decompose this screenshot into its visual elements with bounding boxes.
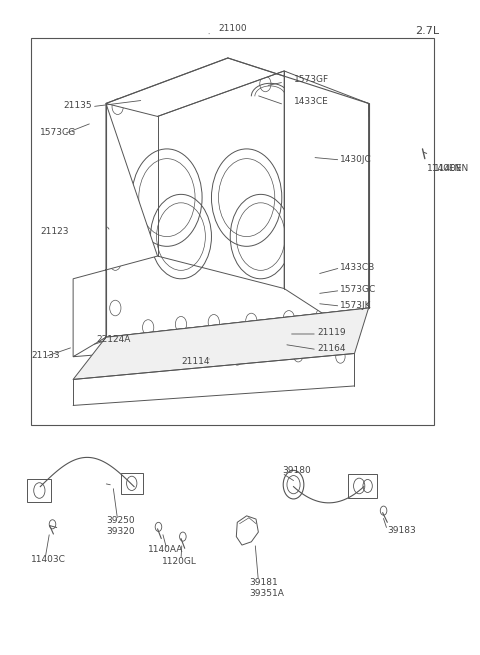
Text: 39351A: 39351A [249, 589, 284, 597]
Text: 11403C: 11403C [31, 555, 66, 564]
Text: 1573GF: 1573GF [294, 75, 329, 84]
Text: 39250: 39250 [106, 516, 134, 525]
Text: 21135: 21135 [64, 101, 92, 110]
Text: 1573GC: 1573GC [340, 286, 377, 294]
FancyBboxPatch shape [27, 479, 51, 502]
Polygon shape [73, 308, 369, 357]
Text: 1573CG: 1573CG [40, 128, 76, 137]
FancyBboxPatch shape [31, 39, 434, 425]
Polygon shape [73, 308, 369, 379]
Text: 1430JC: 1430JC [340, 155, 372, 164]
Text: 21133: 21133 [31, 351, 60, 360]
Text: 1140EN: 1140EN [427, 164, 462, 173]
FancyBboxPatch shape [121, 473, 143, 494]
Text: 21119: 21119 [317, 328, 346, 337]
Text: 39180: 39180 [282, 466, 311, 475]
Text: 1140EN: 1140EN [434, 164, 469, 173]
Text: 2.7L: 2.7L [415, 26, 439, 35]
Text: 39181: 39181 [249, 578, 278, 587]
Text: 1433CE: 1433CE [294, 97, 328, 106]
Text: 21100: 21100 [218, 24, 247, 33]
Text: 21123: 21123 [40, 227, 69, 236]
Text: 21164: 21164 [317, 345, 346, 354]
Text: 1140AA: 1140AA [148, 545, 183, 554]
Text: 39183: 39183 [387, 525, 416, 534]
FancyBboxPatch shape [348, 474, 377, 498]
Polygon shape [236, 516, 258, 545]
Text: 22124A: 22124A [96, 335, 131, 344]
Polygon shape [106, 58, 369, 117]
Text: 1573JK: 1573JK [340, 301, 372, 310]
Polygon shape [73, 103, 157, 357]
Text: 1120GL: 1120GL [162, 557, 197, 566]
Text: 21114: 21114 [181, 358, 209, 366]
Text: 1433CB: 1433CB [340, 263, 376, 272]
Polygon shape [284, 71, 369, 334]
Text: 39320: 39320 [106, 527, 134, 536]
